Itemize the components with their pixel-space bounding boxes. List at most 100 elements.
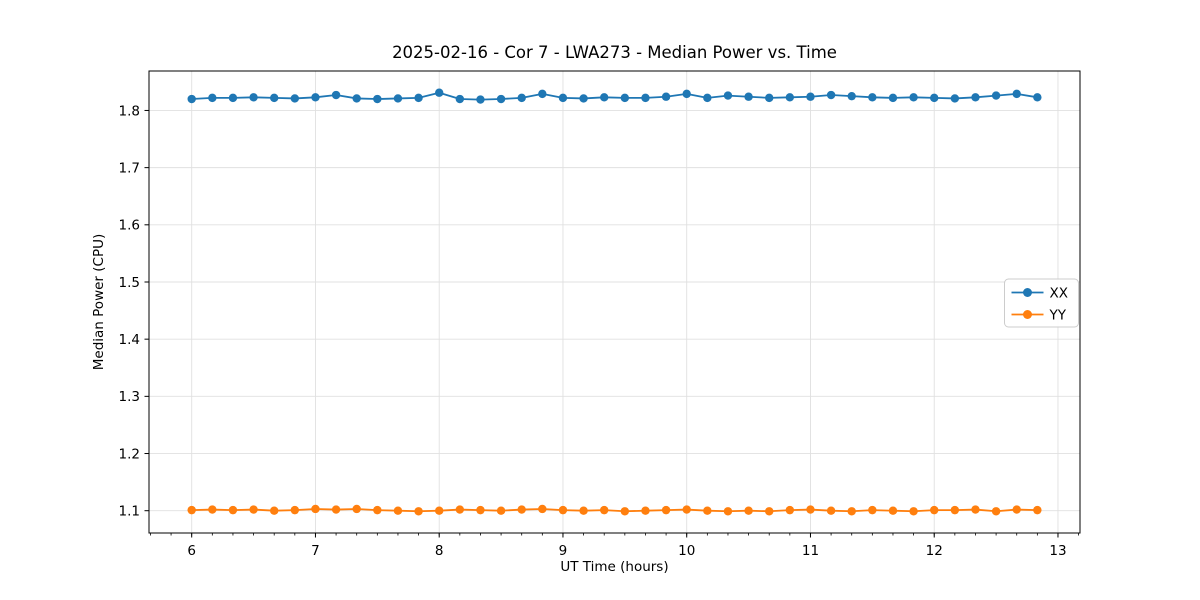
series-YY-marker	[187, 505, 196, 515]
y-tick-label: 1.4	[119, 332, 140, 348]
series-YY-marker	[909, 507, 918, 516]
series-YY-marker	[930, 505, 939, 515]
series-YY-marker	[971, 505, 980, 514]
series-YY-marker	[1033, 505, 1042, 515]
axis-ticks	[144, 109, 1080, 538]
series-XX-marker	[620, 93, 630, 103]
x-axis-label: UT Time (hours)	[560, 559, 668, 575]
y-tick-label: 1.2	[119, 446, 140, 462]
series-YY-marker	[579, 506, 588, 515]
series-XX-marker	[208, 93, 217, 103]
series-YY-marker	[331, 505, 341, 514]
series-XX-marker	[270, 93, 279, 103]
series-XX-marker	[888, 93, 898, 103]
series-XX-marker	[311, 93, 320, 102]
series-XX-marker	[600, 93, 609, 102]
series-XX-marker	[435, 88, 444, 97]
legend-label: YY	[1049, 307, 1067, 323]
x-tick-label: 8	[435, 543, 444, 559]
series-YY-marker	[290, 505, 300, 515]
series-XX-marker	[971, 93, 980, 102]
y-tick-label: 1.1	[119, 504, 140, 520]
series-YY-marker	[455, 505, 465, 514]
series-XX-marker	[765, 93, 774, 103]
legend-marker	[1023, 288, 1032, 297]
series-YY-marker	[991, 507, 1001, 516]
series-XX-marker	[496, 94, 506, 104]
axes-spines	[148, 70, 1081, 534]
y-tick-label: 1.7	[119, 160, 140, 176]
series-YY-marker	[1012, 505, 1021, 514]
series-YY-marker	[620, 507, 630, 516]
series-YY-marker	[703, 506, 712, 515]
series-YY-marker	[826, 506, 836, 515]
x-tick-label: 9	[559, 543, 568, 559]
series-YY-marker	[641, 506, 650, 515]
series-YY-marker	[950, 505, 960, 515]
y-tick-label: 1.3	[119, 389, 140, 405]
series-XX-markers	[187, 88, 1042, 104]
series-XX-marker	[331, 90, 341, 100]
series-XX-marker	[187, 94, 196, 104]
series-YY-marker	[435, 506, 444, 515]
series-XX-marker	[682, 89, 691, 99]
y-tick-label: 1.6	[119, 218, 140, 234]
series-YY-marker	[558, 505, 568, 515]
series-XX-marker	[744, 92, 753, 101]
series-XX-marker	[641, 93, 650, 103]
series-XX-marker	[703, 93, 712, 103]
series-YY-marker	[785, 505, 795, 515]
series-YY-marker	[888, 506, 898, 515]
series-XX-marker	[847, 91, 856, 101]
y-tick-label: 1.8	[119, 103, 140, 119]
tick-labels: 6 7 8 9 10 11 12 13 1.1 1.2 1.3 1.4 1.5 1.6 1.7 1.8	[119, 103, 1067, 559]
y-tick-label: 1.5	[119, 275, 140, 291]
x-tick-label: 12	[926, 543, 943, 559]
series-YY-marker	[600, 505, 609, 515]
series-XX-marker	[723, 91, 733, 100]
plot-border	[148, 70, 1081, 534]
series-YY-marker	[765, 507, 774, 516]
legend: XX YY	[1004, 278, 1079, 328]
series-YY-marker	[270, 506, 279, 515]
series-YY-marker	[228, 505, 238, 515]
series-XX-marker	[579, 94, 588, 103]
series-YY-marker	[682, 505, 691, 514]
series-XX-marker	[558, 93, 568, 103]
series-YY-marker	[496, 506, 506, 515]
y-axis-label: Median Power (CPU)	[91, 234, 107, 370]
grid-lines	[149, 71, 1080, 533]
series-XX-marker	[785, 93, 795, 102]
series-XX-marker	[290, 94, 300, 103]
series-XX-marker	[806, 92, 815, 101]
series-XX-marker	[909, 93, 918, 102]
x-tick-label: 7	[311, 543, 320, 559]
series-YY-marker	[517, 505, 526, 514]
series-XX-marker	[228, 93, 238, 103]
series-YY-marker	[847, 507, 856, 516]
series-YY-marker	[868, 505, 877, 515]
series-YY-marker	[373, 505, 382, 515]
series-YY-marker	[352, 504, 361, 514]
data-series	[187, 88, 1042, 516]
legend-marker	[1023, 310, 1032, 319]
series-YY-marker	[311, 504, 320, 514]
legend-item-YY: YY	[1011, 307, 1067, 323]
series-YY-marker	[208, 505, 217, 514]
series-YY-marker	[476, 505, 485, 515]
series-YY-marker	[806, 505, 815, 514]
series-XX-marker	[455, 94, 465, 104]
series-XX-marker	[393, 94, 403, 103]
series-XX-marker	[373, 94, 382, 104]
series-XX-marker	[868, 93, 877, 102]
series-YY-marker	[744, 506, 753, 515]
x-tick-label: 6	[187, 543, 196, 559]
series-XX-marker	[826, 90, 836, 100]
x-tick-label: 10	[678, 543, 695, 559]
series-XX-marker	[414, 93, 423, 103]
series-XX-marker	[249, 93, 258, 102]
chart-title: 2025-02-16 - Cor 7 - LWA273 - Median Pow…	[392, 43, 837, 62]
series-XX-marker	[476, 95, 485, 104]
